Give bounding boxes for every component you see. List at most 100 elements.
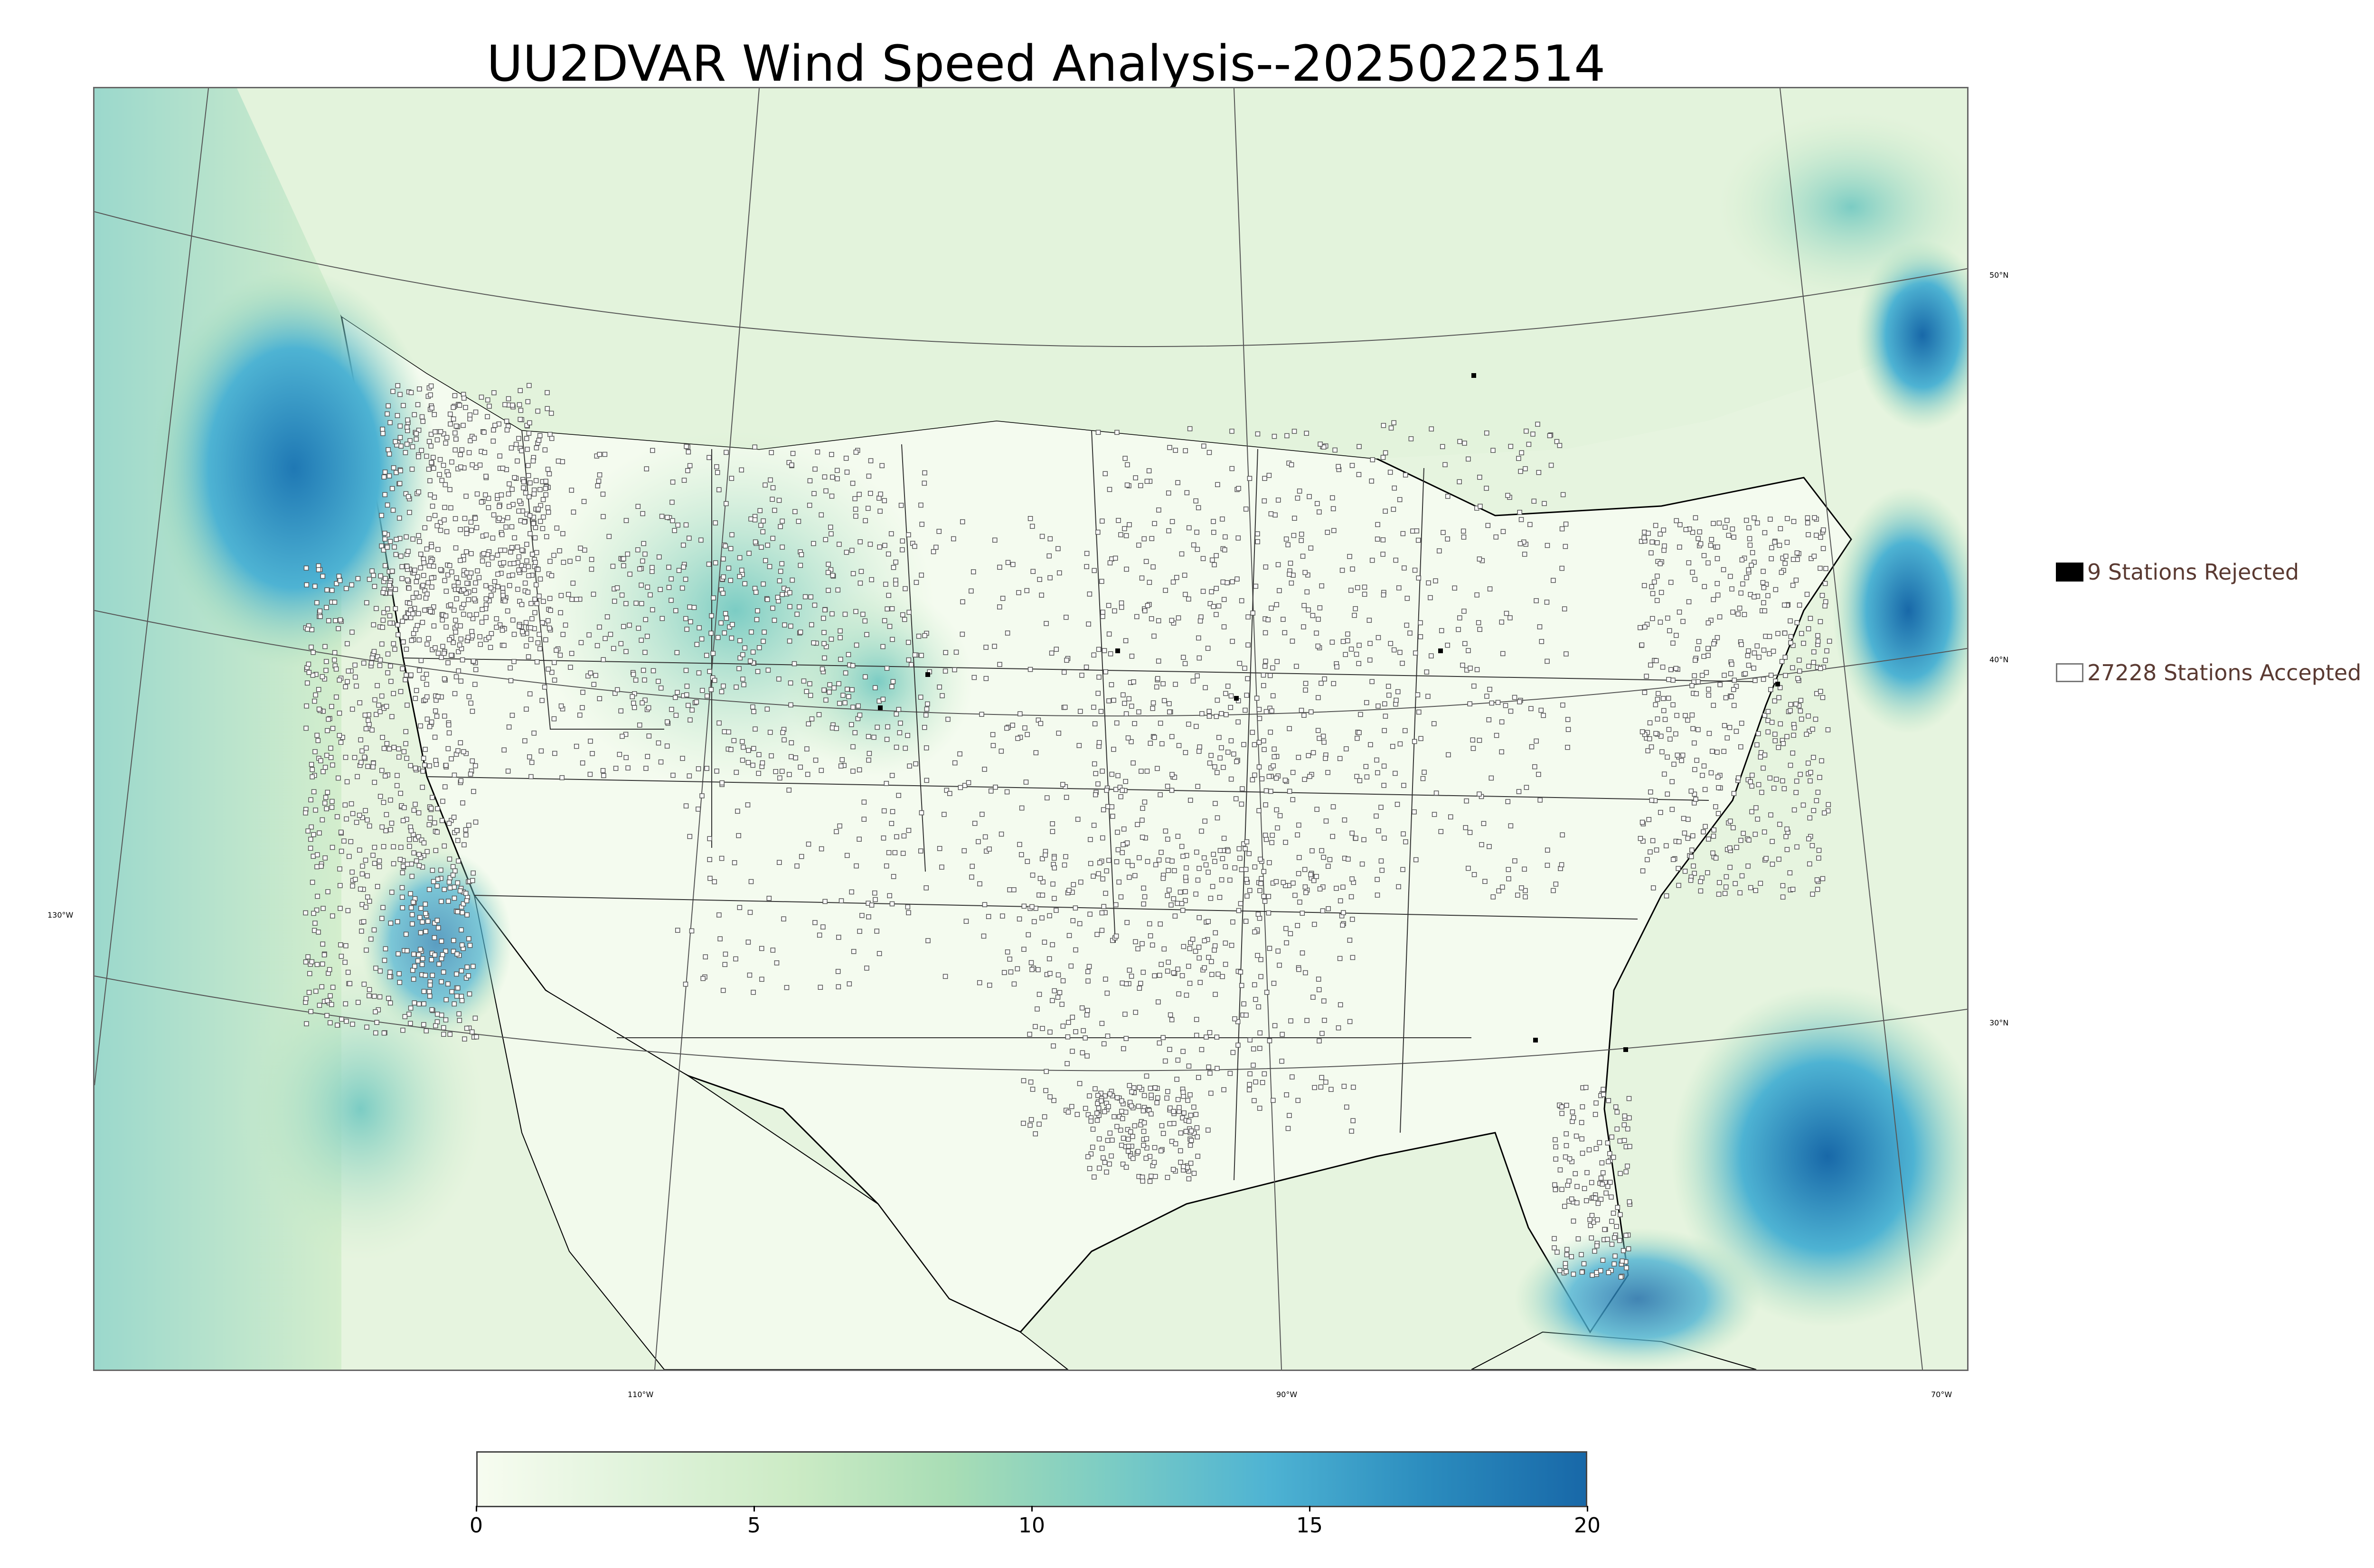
station-accepted-marker — [714, 464, 719, 469]
station-accepted-marker — [453, 423, 459, 429]
station-accepted-marker — [1717, 614, 1723, 620]
station-accepted-marker — [1133, 1010, 1139, 1015]
station-accepted-marker — [778, 569, 783, 574]
station-accepted-marker — [1195, 1154, 1200, 1159]
station-accepted-marker — [470, 878, 475, 883]
station-accepted-marker — [1452, 585, 1457, 591]
station-accepted-marker — [1214, 1034, 1220, 1040]
station-accepted-marker — [1784, 847, 1790, 852]
station-accepted-marker — [1120, 850, 1125, 855]
station-accepted-marker — [1138, 483, 1143, 488]
station-accepted-marker — [821, 616, 826, 621]
station-accepted-marker — [418, 565, 424, 571]
station-accepted-marker — [441, 1025, 446, 1031]
station-accepted-marker — [410, 900, 416, 905]
station-accepted-marker — [1559, 862, 1564, 867]
station-accepted-marker — [1788, 618, 1793, 624]
station-accepted-marker — [420, 620, 425, 625]
station-accepted-marker — [1522, 866, 1527, 872]
station-accepted-marker — [353, 877, 358, 882]
station-accepted-marker — [486, 562, 491, 567]
station-accepted-marker — [1349, 1128, 1354, 1134]
wind-speed-map[interactable] — [94, 88, 1967, 1370]
station-accepted-marker — [673, 713, 679, 718]
station-accepted-marker — [324, 587, 330, 592]
station-accepted-marker — [1284, 433, 1290, 439]
station-accepted-marker — [389, 820, 395, 826]
station-accepted-marker — [354, 683, 359, 689]
station-accepted-marker — [766, 896, 772, 901]
station-accepted-marker — [1191, 1171, 1197, 1176]
map-panel[interactable] — [93, 87, 1969, 1371]
station-accepted-marker — [843, 456, 849, 461]
station-accepted-marker — [1524, 428, 1529, 434]
station-accepted-marker — [355, 576, 361, 582]
station-accepted-marker — [869, 902, 875, 908]
station-accepted-marker — [1484, 694, 1489, 699]
station-accepted-marker — [1073, 947, 1078, 953]
station-accepted-marker — [1605, 1140, 1611, 1145]
station-accepted-marker — [1359, 861, 1365, 867]
station-accepted-marker — [698, 537, 704, 543]
station-accepted-marker — [1626, 1246, 1631, 1251]
station-accepted-marker — [1147, 921, 1152, 927]
station-accepted-marker — [992, 644, 997, 649]
station-accepted-marker — [1169, 858, 1175, 864]
station-accepted-marker — [868, 458, 874, 463]
station-accepted-marker — [519, 602, 525, 607]
station-accepted-marker — [474, 525, 480, 530]
station-accepted-marker — [1263, 709, 1269, 714]
station-accepted-marker — [1460, 662, 1465, 668]
station-accepted-marker — [1779, 659, 1785, 664]
station-accepted-marker — [723, 611, 728, 616]
station-accepted-marker — [320, 906, 326, 911]
station-accepted-marker — [761, 518, 766, 524]
station-accepted-marker — [406, 1011, 412, 1017]
station-accepted-marker — [1201, 855, 1207, 861]
station-accepted-marker — [365, 817, 370, 823]
station-accepted-marker — [1432, 812, 1437, 817]
station-accepted-marker — [314, 864, 320, 870]
station-accepted-marker — [983, 676, 989, 681]
station-accepted-marker — [430, 503, 435, 509]
station-accepted-marker — [1125, 1148, 1131, 1154]
station-accepted-marker — [819, 846, 824, 852]
station-accepted-marker — [1236, 908, 1242, 913]
station-accepted-marker — [508, 678, 514, 684]
station-accepted-marker — [1169, 519, 1175, 524]
station-accepted-marker — [1065, 1034, 1071, 1040]
station-accepted-marker — [1579, 1120, 1584, 1125]
station-accepted-marker — [419, 414, 425, 420]
station-accepted-marker — [694, 699, 699, 705]
station-accepted-marker — [422, 762, 427, 768]
station-accepted-marker — [757, 508, 763, 513]
station-accepted-marker — [1772, 539, 1778, 545]
station-accepted-marker — [403, 741, 408, 746]
station-accepted-marker — [1140, 1178, 1145, 1184]
station-accepted-marker — [432, 820, 437, 826]
station-accepted-marker — [1130, 1155, 1136, 1161]
station-accepted-marker — [1724, 517, 1730, 523]
station-accepted-marker — [1711, 827, 1717, 833]
station-accepted-marker — [1769, 545, 1774, 550]
station-accepted-marker — [1357, 730, 1362, 735]
station-accepted-marker — [838, 657, 843, 662]
station-accepted-marker — [1811, 649, 1817, 655]
station-accepted-marker — [1169, 734, 1175, 739]
station-accepted-marker — [334, 814, 340, 819]
station-accepted-marker — [404, 756, 409, 761]
station-accepted-marker — [1183, 750, 1188, 755]
station-accepted-marker — [1674, 633, 1679, 638]
station-accepted-marker — [1194, 723, 1199, 729]
station-accepted-marker — [517, 623, 522, 629]
station-accepted-marker — [1660, 665, 1666, 670]
station-accepted-marker — [1784, 540, 1790, 545]
station-accepted-marker — [1229, 943, 1234, 948]
station-accepted-marker — [1193, 498, 1198, 504]
station-accepted-marker — [1508, 823, 1514, 828]
station-accepted-marker — [1302, 867, 1308, 872]
station-accepted-marker — [1052, 896, 1057, 901]
station-accepted-marker — [1580, 1104, 1585, 1109]
station-accepted-marker — [418, 552, 424, 557]
station-accepted-marker — [425, 919, 431, 924]
